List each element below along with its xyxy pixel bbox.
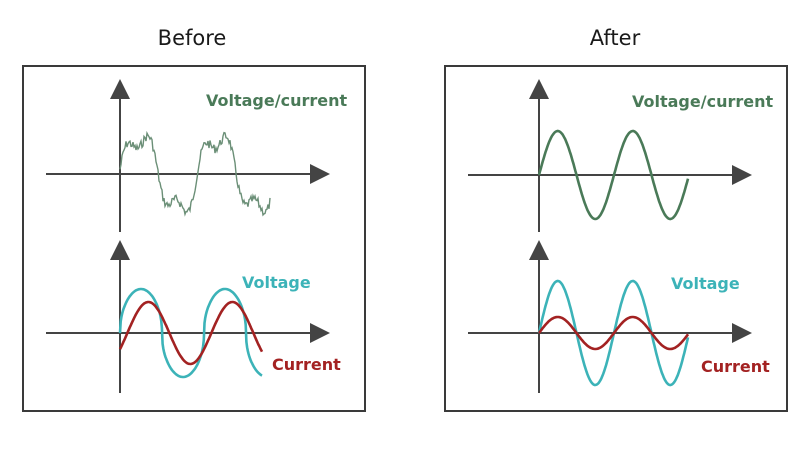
after-panel: Voltage/current Voltage Current (444, 65, 788, 412)
after-voltage-current-label: Voltage/current (632, 92, 774, 111)
before-current-label: Current (272, 355, 341, 374)
before-noisy-waveform (119, 130, 271, 217)
before-panel: Voltage/current Voltage Current (22, 65, 366, 412)
before-voltage-label: Voltage (242, 273, 311, 292)
after-current-label: Current (701, 357, 770, 376)
after-graphs (468, 79, 752, 393)
before-voltage-current-label: Voltage/current (206, 91, 348, 110)
after-voltage-label: Voltage (671, 274, 740, 293)
before-graphs (46, 79, 330, 393)
before-current-wave (118, 300, 264, 366)
before-voltage-wave (118, 287, 263, 379)
after-title: After (589, 26, 641, 50)
after-clean-waveform (537, 129, 690, 221)
after-current-wave (537, 315, 690, 351)
before-title: Before (157, 26, 227, 50)
